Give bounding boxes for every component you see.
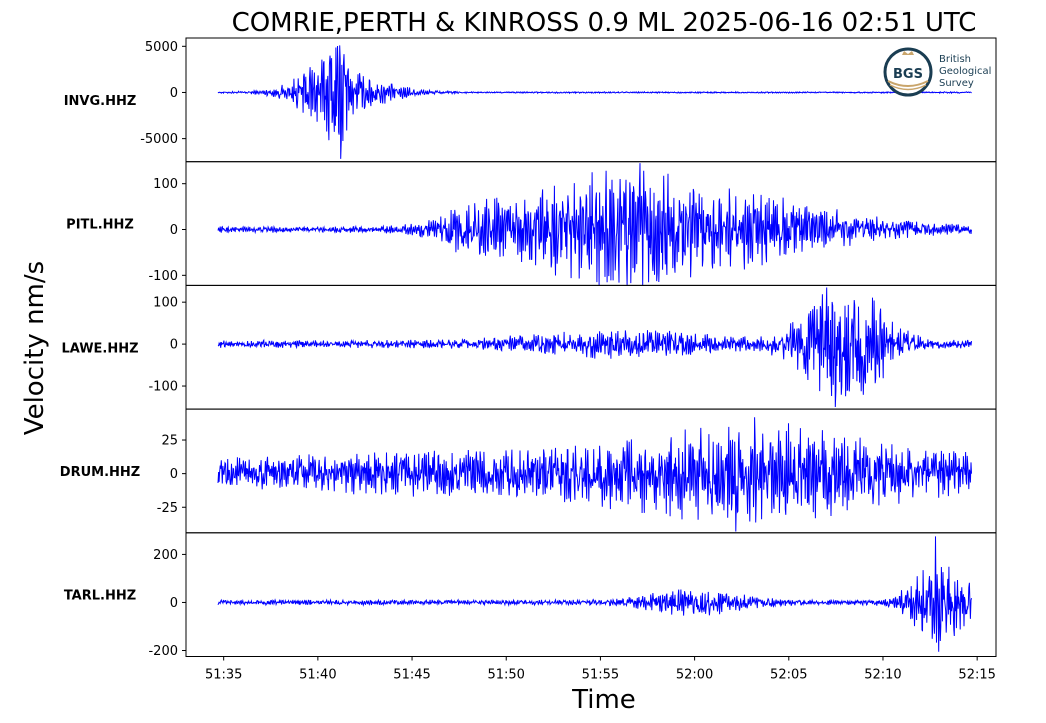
- panel-frame: [185, 532, 997, 657]
- x-tick-label: 52:05: [770, 668, 807, 683]
- y-tick-label: -5000: [140, 132, 178, 147]
- svg-text:Geological: Geological: [939, 66, 991, 77]
- y-tick-label: 25: [161, 434, 178, 449]
- trace-panel: 100 0 -100 LAWE.HHZ: [61, 284, 997, 410]
- chart-title: COMRIE,PERTH & KINROSS 0.9 ML 2025-06-16…: [232, 8, 977, 38]
- waveform-drum-hhz: [217, 417, 972, 532]
- x-tick-label: 52:10: [864, 668, 901, 683]
- trace-panel: 5000 0 -5000 INVG.HHZ: [64, 37, 997, 163]
- y-tick-label: -200: [148, 644, 178, 659]
- y-tick-label: 200: [153, 548, 178, 563]
- x-tick-label: 52:15: [958, 668, 995, 683]
- y-axis-label: Velocity nm/s: [20, 261, 50, 435]
- channel-label: DRUM.HHZ: [60, 465, 140, 480]
- y-tick-label: 100: [153, 296, 178, 311]
- x-tick-label: 51:50: [487, 668, 524, 683]
- trace-panel: 100 0 -100 PITL.HHZ: [66, 161, 997, 286]
- y-tick-label: 5000: [145, 40, 178, 55]
- channel-label: LAWE.HHZ: [61, 341, 138, 356]
- x-tick-label: 51:45: [393, 668, 430, 683]
- y-tick-label: 0: [170, 86, 178, 101]
- trace-panels: 5000 0 -5000 INVG.HHZ 100 0 -100 PITL.HHZ 100 0 -1…: [60, 37, 997, 659]
- x-axis: 51:35 51:40 51:45 51:50 51:55 52:00 52:05 52:10…: [205, 656, 996, 683]
- channel-label: PITL.HHZ: [66, 218, 134, 233]
- waveform-pitl-hhz: [217, 163, 972, 286]
- y-tick-label: 0: [170, 338, 178, 353]
- waveform-lawe-hhz: [217, 287, 972, 408]
- y-tick-label: -25: [157, 501, 178, 516]
- x-tick-label: 51:55: [582, 668, 619, 683]
- channel-label: TARL.HHZ: [64, 589, 136, 604]
- svg-text:British: British: [939, 54, 971, 65]
- channel-label: INVG.HHZ: [64, 94, 137, 109]
- bgs-logo-mark: BGS: [893, 67, 923, 82]
- trace-panel: 200 0 -200 TARL.HHZ: [64, 532, 997, 659]
- y-tick-label: 0: [170, 596, 178, 611]
- waveform-tarl-hhz: [217, 536, 972, 652]
- waveform-invg-hhz: [217, 45, 972, 159]
- y-tick-label: 100: [153, 177, 178, 192]
- y-tick-label: 0: [170, 223, 178, 238]
- y-tick-label: -100: [148, 269, 178, 284]
- x-tick-label: 52:00: [676, 668, 713, 683]
- y-tick-label: 0: [170, 467, 178, 482]
- y-tick-label: -100: [148, 380, 178, 395]
- x-axis-label: Time: [571, 685, 636, 715]
- bgs-logo: BGS British Geological Survey: [883, 47, 991, 97]
- trace-panel: 25 0 -25 DRUM.HHZ: [60, 408, 997, 534]
- x-tick-label: 51:35: [205, 668, 242, 683]
- svg-text:Survey: Survey: [939, 78, 974, 89]
- x-tick-label: 51:40: [299, 668, 336, 683]
